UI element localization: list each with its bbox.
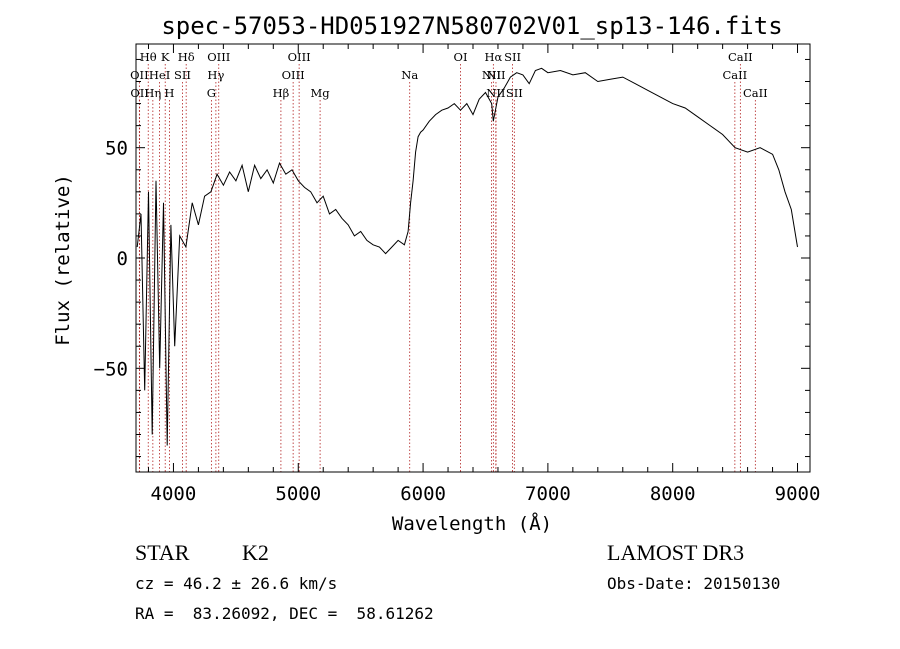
y-tick-label: 0	[117, 248, 128, 270]
spectral-line-label: H	[164, 86, 174, 100]
survey-name: LAMOST DR3	[607, 540, 744, 565]
spectral-line-label: HeI	[149, 68, 170, 82]
spectral-line-label: SII	[504, 50, 521, 64]
spectral-line-label: Hη	[144, 86, 161, 100]
spectral-line-label: OIII	[288, 50, 311, 64]
spectral-line-label: Na	[401, 68, 418, 82]
sky-coordinates: RA = 83.26092, DEC = 58.61262	[135, 604, 434, 623]
x-axis-label: Wavelength (Å)	[392, 512, 552, 535]
x-tick-label: 8000	[650, 483, 696, 505]
spectral-line-label: CaII	[722, 68, 747, 82]
object-subclass: K2	[242, 540, 269, 565]
spectrum-series-line	[136, 67, 798, 446]
spectral-line-label: NII	[482, 68, 501, 82]
spectral-line-label: CaII	[728, 50, 753, 64]
x-tick-label: 7000	[525, 483, 571, 505]
spectral-line-label: CaII	[743, 86, 768, 100]
y-axis-label: Flux (relative)	[52, 174, 74, 346]
spectral-line-label: NII	[486, 86, 505, 100]
plot-frame	[135, 43, 811, 473]
chart-title: spec-57053-HD051927N580702V01_sp13-146.f…	[161, 12, 782, 40]
spectral-line-label: K	[161, 50, 170, 64]
x-tick-label: 5000	[275, 483, 321, 505]
spectral-line-label: Hβ	[273, 86, 290, 100]
redshift-velocity: cz = 46.2 ± 26.6 km/s	[135, 574, 337, 593]
spectral-line-label: SII	[506, 86, 523, 100]
observation-date: Obs-Date: 20150130	[607, 574, 780, 593]
spectral-line-label: OII	[130, 86, 149, 100]
spectral-line-label: Hγ	[207, 68, 224, 82]
spectral-line-label: Hθ	[140, 50, 157, 64]
spectral-line-label: Hα	[484, 50, 502, 64]
spectral-line-label: G	[207, 86, 216, 100]
x-tick-label: 9000	[775, 483, 821, 505]
y-tick-label: 50	[105, 138, 128, 160]
spectral-line-label: NII	[486, 68, 505, 82]
spectral-line-label: OII	[130, 68, 149, 82]
spectral-line-label: SII	[174, 68, 191, 82]
spectral-line-label: OIII	[282, 68, 305, 82]
spectral-line-label: Hδ	[178, 50, 195, 64]
object-type: STAR	[135, 540, 190, 565]
spectral-line-label: OI	[454, 50, 468, 64]
x-tick-label: 6000	[400, 483, 446, 505]
x-tick-label: 4000	[151, 483, 197, 505]
y-tick-label: −50	[94, 358, 128, 380]
spectral-line-label: Mg	[311, 86, 331, 100]
axis-ticks: 4000 5000 6000 7000 8000 9000 −50 0 50	[94, 44, 821, 505]
spectral-lines-layer	[138, 64, 756, 472]
spectral-line-label: OIII	[207, 50, 230, 64]
